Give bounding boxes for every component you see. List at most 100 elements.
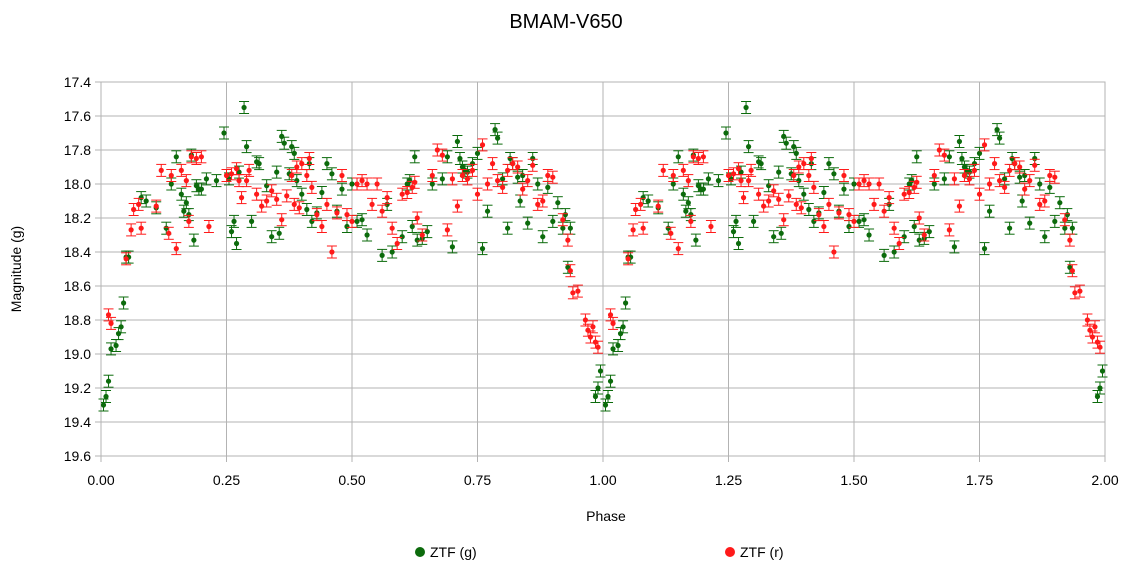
data-point	[1024, 174, 1035, 188]
data-marker	[766, 183, 772, 189]
data-point	[472, 146, 483, 160]
data-point	[788, 140, 799, 154]
data-marker	[625, 256, 631, 262]
data-point	[828, 167, 839, 181]
legend-swatch-ztf-g	[415, 547, 425, 557]
data-point	[321, 197, 332, 211]
data-marker	[946, 227, 952, 233]
data-marker	[1017, 164, 1023, 170]
data-marker	[379, 252, 385, 258]
data-marker	[1022, 186, 1028, 192]
data-point	[919, 228, 930, 242]
data-point	[171, 242, 182, 256]
data-marker	[1094, 339, 1101, 345]
data-marker	[695, 155, 701, 162]
data-marker	[231, 218, 237, 224]
data-point	[618, 320, 629, 334]
data-marker	[793, 201, 799, 207]
data-point	[889, 221, 900, 235]
data-point	[163, 226, 174, 240]
data-marker	[500, 176, 506, 182]
data-marker	[808, 155, 814, 162]
data-marker	[412, 179, 418, 185]
data-point	[527, 158, 538, 172]
data-marker	[831, 171, 837, 177]
chart-title: BMAM-V650	[509, 11, 622, 33]
data-point	[1039, 194, 1050, 208]
data-marker	[404, 189, 410, 196]
data-marker	[324, 201, 330, 207]
data-point	[979, 242, 990, 256]
data-point	[956, 152, 967, 165]
data-point	[266, 230, 277, 244]
data-marker	[660, 167, 666, 173]
data-marker	[826, 201, 832, 207]
data-marker	[738, 178, 744, 184]
data-point	[1034, 177, 1045, 191]
data-point	[301, 169, 312, 182]
data-point	[592, 340, 603, 354]
data-point	[565, 221, 576, 235]
data-point	[1024, 216, 1035, 230]
data-marker	[725, 172, 732, 179]
x-tick-label: 0.50	[338, 472, 365, 488]
data-point	[241, 140, 252, 154]
data-marker	[700, 186, 707, 192]
data-point	[397, 187, 408, 201]
data-point	[156, 163, 167, 177]
data-point	[362, 228, 373, 242]
data-marker	[856, 181, 862, 187]
data-marker	[951, 176, 958, 182]
data-point	[407, 220, 418, 233]
y-axis-ticks: 17.4 17.6 17.8 18.0 18.2 18.4 18.6 18.8 19.0 19.2…	[64, 74, 91, 464]
data-point	[685, 214, 696, 228]
data-marker	[617, 331, 624, 337]
data-marker	[186, 218, 192, 224]
data-point	[326, 245, 337, 259]
data-marker	[115, 331, 122, 337]
data-marker	[1027, 178, 1033, 184]
data-marker	[1067, 237, 1073, 243]
data-marker	[163, 225, 169, 231]
data-point	[289, 197, 300, 211]
data-marker	[886, 195, 892, 201]
data-point	[587, 320, 598, 334]
data-marker	[329, 171, 335, 177]
data-marker	[941, 152, 947, 158]
data-point	[279, 136, 290, 150]
data-marker	[1042, 198, 1048, 204]
data-point	[776, 226, 787, 240]
data-point	[984, 204, 995, 218]
data-point	[537, 194, 548, 208]
data-marker	[1027, 220, 1033, 226]
data-marker	[269, 188, 275, 194]
data-marker	[492, 127, 498, 133]
data-marker	[168, 181, 174, 187]
data-marker	[339, 186, 345, 192]
data-point	[306, 214, 317, 228]
data-point	[698, 150, 709, 164]
data-marker	[836, 210, 842, 216]
data-marker	[715, 178, 722, 184]
data-point	[1029, 158, 1040, 172]
data-point	[680, 204, 691, 218]
data-marker	[379, 208, 385, 214]
data-point	[1067, 264, 1078, 278]
data-marker	[515, 174, 521, 180]
data-marker	[505, 167, 511, 173]
data-point	[336, 182, 347, 196]
data-marker	[118, 324, 124, 330]
data-point	[487, 157, 498, 171]
data-marker	[1007, 225, 1013, 231]
legend-label-ztf-g: ZTF (g)	[430, 544, 477, 560]
data-point	[542, 169, 553, 182]
data-point	[271, 192, 282, 206]
data-marker	[793, 150, 799, 156]
data-point	[818, 186, 829, 199]
legend: ZTF (g) ZTF (r)	[415, 544, 784, 560]
data-marker	[811, 184, 817, 190]
data-point	[791, 146, 802, 160]
data-marker	[188, 154, 194, 160]
data-point	[673, 150, 684, 164]
data-point	[746, 163, 757, 177]
